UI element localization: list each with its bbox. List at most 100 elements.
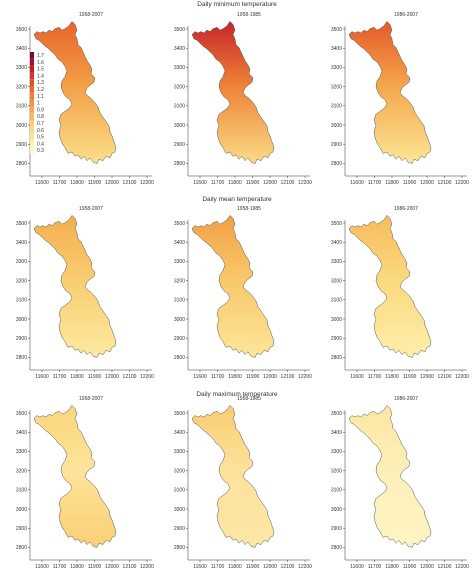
row-title-1: Daily mean temperature bbox=[202, 196, 272, 203]
region-map bbox=[33, 21, 117, 164]
y-tick-label: 3500 bbox=[174, 27, 185, 33]
legend-swatch bbox=[30, 92, 34, 100]
y-tick-label: 2800 bbox=[174, 161, 185, 167]
y-tick-label: 2800 bbox=[16, 161, 27, 167]
panel-label: 1958-1985 bbox=[237, 12, 261, 18]
y-tick-label: 3200 bbox=[16, 84, 27, 90]
y-tick-label: 3300 bbox=[174, 449, 185, 455]
x-tick-label: 11600 bbox=[35, 564, 49, 570]
x-tick-label: 12000 bbox=[420, 180, 434, 186]
legend-swatch bbox=[30, 126, 34, 134]
y-tick-label: 3400 bbox=[331, 430, 342, 436]
x-tick-label: 11700 bbox=[53, 564, 67, 570]
map-panel-2-1: 1958-1985 3500 3400 3300 3200 3100 3000 2900 280… bbox=[174, 396, 312, 570]
y-tick-label: 3200 bbox=[331, 468, 342, 474]
x-tick-label: 12000 bbox=[263, 374, 277, 380]
map-panel-0-1: 1958-1985 3500 3400 3300 3200 3100 3000 2900 280… bbox=[174, 12, 312, 186]
y-tick-label: 3100 bbox=[331, 104, 342, 110]
x-tick-label: 11600 bbox=[350, 180, 364, 186]
y-tick-label: 2800 bbox=[174, 545, 185, 551]
y-tick-label: 3000 bbox=[174, 123, 185, 129]
y-tick-label: 2900 bbox=[174, 336, 185, 342]
legend-value-label: 0.4 bbox=[37, 141, 44, 147]
y-tick-label: 3000 bbox=[174, 317, 185, 323]
x-tick-label: 12100 bbox=[438, 374, 452, 380]
legend-value-label: 0.5 bbox=[37, 135, 44, 141]
x-tick-label: 12200 bbox=[455, 374, 469, 380]
y-tick-label: 3200 bbox=[16, 278, 27, 284]
legend-value-label: 0.9 bbox=[37, 107, 44, 113]
y-tick-label: 3100 bbox=[174, 104, 185, 110]
panel-label: 1986-2007 bbox=[394, 12, 418, 18]
y-tick-label: 3000 bbox=[16, 507, 27, 513]
region-map bbox=[348, 215, 432, 358]
y-tick-label: 3300 bbox=[174, 65, 185, 71]
y-tick-label: 3100 bbox=[16, 104, 27, 110]
x-tick-label: 11800 bbox=[70, 180, 84, 186]
y-tick-label: 3300 bbox=[16, 449, 27, 455]
y-tick-label: 2900 bbox=[331, 336, 342, 342]
row-title-0: Daily minimum temperature bbox=[197, 1, 277, 8]
x-tick-label: 12000 bbox=[105, 564, 119, 570]
y-tick-label: 3100 bbox=[331, 298, 342, 304]
x-tick-label: 12000 bbox=[420, 564, 434, 570]
y-tick-label: 3400 bbox=[16, 46, 27, 52]
x-tick-label: 11700 bbox=[211, 180, 225, 186]
legend-value-label: 0.3 bbox=[37, 148, 44, 154]
y-tick-label: 3200 bbox=[16, 468, 27, 474]
legend-value-label: 0.8 bbox=[37, 114, 44, 120]
x-tick-label: 11900 bbox=[246, 564, 260, 570]
x-tick-label: 12200 bbox=[298, 180, 312, 186]
legend-value-label: 0.6 bbox=[37, 128, 44, 134]
x-tick-label: 11700 bbox=[53, 180, 67, 186]
x-tick-label: 11900 bbox=[403, 564, 417, 570]
x-tick-label: 11800 bbox=[228, 564, 242, 570]
x-tick-label: 11800 bbox=[228, 180, 242, 186]
y-tick-label: 3200 bbox=[331, 278, 342, 284]
x-tick-label: 12100 bbox=[123, 564, 137, 570]
x-tick-label: 11800 bbox=[385, 180, 399, 186]
legend-swatch bbox=[30, 113, 34, 120]
panel-label: 1958-2007 bbox=[79, 396, 103, 402]
x-tick-label: 12100 bbox=[281, 374, 295, 380]
map-panel-1-1: 1958-1985 3500 3400 3300 3200 3100 3000 2900 280… bbox=[174, 206, 312, 380]
x-tick-label: 11900 bbox=[403, 180, 417, 186]
x-tick-label: 12200 bbox=[140, 180, 154, 186]
x-tick-label: 11800 bbox=[385, 374, 399, 380]
x-tick-label: 11800 bbox=[70, 564, 84, 570]
x-tick-label: 11900 bbox=[88, 564, 102, 570]
y-tick-label: 3000 bbox=[331, 507, 342, 513]
x-tick-label: 12200 bbox=[455, 180, 469, 186]
y-tick-label: 2900 bbox=[174, 526, 185, 532]
y-tick-label: 3000 bbox=[16, 123, 27, 129]
x-tick-label: 11800 bbox=[70, 374, 84, 380]
y-tick-label: 3000 bbox=[16, 317, 27, 323]
panel-label: 1986-2007 bbox=[394, 396, 418, 402]
map-panel-0-2: 1986-2007 3500 3400 3300 3200 3100 3000 2900 280… bbox=[331, 12, 469, 186]
y-tick-label: 3500 bbox=[331, 411, 342, 417]
legend-value-label: 0.7 bbox=[37, 121, 44, 127]
x-tick-label: 12100 bbox=[281, 180, 295, 186]
map-panel-1-2: 1986-2007 3500 3400 3300 3200 3100 3000 2900 280… bbox=[331, 206, 469, 380]
y-tick-label: 3500 bbox=[174, 411, 185, 417]
x-tick-label: 12200 bbox=[455, 564, 469, 570]
y-tick-label: 3400 bbox=[174, 46, 185, 52]
x-tick-label: 11700 bbox=[211, 564, 225, 570]
y-tick-label: 3200 bbox=[174, 84, 185, 90]
row-title-2: Daily maximum temperature bbox=[196, 391, 278, 398]
y-tick-label: 2800 bbox=[331, 355, 342, 361]
x-tick-label: 12200 bbox=[298, 374, 312, 380]
legend-swatch bbox=[30, 65, 34, 73]
legend-value-label: 1.1 bbox=[37, 94, 44, 100]
x-tick-label: 11600 bbox=[193, 564, 207, 570]
y-tick-label: 3300 bbox=[331, 449, 342, 455]
x-tick-label: 11900 bbox=[403, 374, 417, 380]
x-tick-label: 12100 bbox=[438, 564, 452, 570]
x-tick-label: 11600 bbox=[35, 180, 49, 186]
y-tick-label: 2900 bbox=[331, 526, 342, 532]
x-tick-label: 11900 bbox=[246, 374, 260, 380]
map-panel-2-2: 1986-2007 3500 3400 3300 3200 3100 3000 2900 280… bbox=[331, 396, 469, 570]
x-tick-label: 12100 bbox=[123, 374, 137, 380]
legend-swatch bbox=[30, 99, 34, 107]
y-tick-label: 3200 bbox=[174, 278, 185, 284]
